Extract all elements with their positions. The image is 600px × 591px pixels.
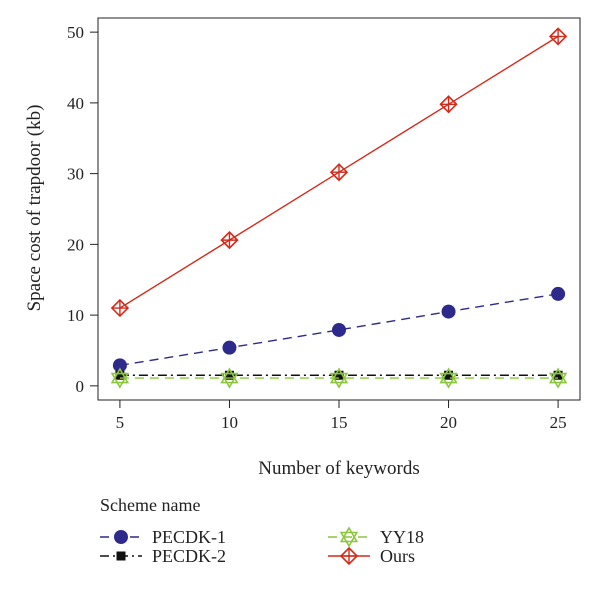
square-marker (444, 370, 454, 380)
y-tick-label: 20 (67, 235, 84, 254)
triangle-down-marker (548, 372, 568, 389)
data-point (116, 551, 126, 561)
y-axis: 0 10 20 30 40 50 (67, 23, 98, 396)
square-marker (334, 370, 344, 380)
circle-marker (112, 358, 127, 373)
legend-item-pecdk-2: PECDK-2 (100, 546, 226, 566)
x-axis: 5 10 15 20 25 (116, 400, 567, 432)
triangle-down-marker (339, 531, 359, 548)
square-marker (116, 551, 126, 561)
data-point (439, 95, 458, 114)
data-point (329, 367, 349, 389)
data-point (110, 367, 130, 389)
data-point (444, 370, 454, 380)
data-point (439, 367, 458, 389)
data-point (339, 526, 359, 548)
y-tick-label: 10 (67, 306, 84, 325)
circle-marker (222, 340, 237, 355)
triangle-up-marker (548, 367, 568, 384)
circle-marker (441, 304, 456, 319)
x-tick-label: 5 (116, 413, 125, 432)
x-tick-label: 15 (331, 413, 348, 432)
triangle-down-marker (110, 372, 130, 389)
triangle-down-marker (439, 372, 458, 389)
triangle-up-marker (220, 367, 239, 384)
legend-label: PECDK-1 (152, 527, 226, 547)
legend-label: PECDK-2 (152, 546, 226, 566)
y-tick-label: 50 (67, 23, 84, 42)
series-ours (110, 27, 568, 318)
triangle-up-marker (329, 367, 349, 384)
x-tick-label: 20 (440, 413, 457, 432)
triangle-up-marker (439, 367, 458, 384)
data-point (553, 370, 563, 380)
data-point (339, 546, 359, 566)
data-point (114, 530, 128, 544)
triangle-up-marker (110, 367, 130, 384)
y-tick-label: 0 (76, 377, 85, 396)
data-point (112, 358, 127, 373)
data-point (441, 304, 456, 319)
legend-label: Ours (380, 546, 415, 566)
triangle-down-marker (220, 372, 239, 389)
legend: PECDK-1 YY18 PECDK-2 Ours (100, 526, 424, 566)
triangle-up-marker (339, 526, 359, 543)
x-tick-label: 10 (221, 413, 238, 432)
circle-marker (551, 286, 566, 301)
x-tick-label: 25 (550, 413, 567, 432)
data-point (222, 340, 237, 355)
square-marker (553, 370, 563, 380)
data-point (334, 370, 344, 380)
data-point (329, 163, 349, 182)
circle-marker (114, 530, 128, 544)
series-pecdk-1 (112, 286, 566, 373)
legend-item-ours: Ours (328, 546, 415, 566)
square-marker (115, 370, 125, 380)
circle-marker (332, 322, 346, 337)
series-layer (110, 27, 568, 389)
series-pecdk-2 (115, 370, 563, 380)
legend-label: YY18 (380, 527, 424, 547)
data-point (548, 367, 568, 389)
data-point (551, 286, 566, 301)
legend-item-yy18: YY18 (328, 526, 424, 548)
plot-frame (97, 17, 581, 401)
data-point (220, 367, 239, 389)
legend-title: Scheme name (100, 495, 200, 515)
square-marker (224, 370, 234, 380)
data-point (115, 370, 125, 380)
y-tick-label: 40 (67, 94, 84, 113)
series-yy18 (110, 367, 568, 389)
y-axis-title: Space cost of trapdoor (kb) (24, 105, 45, 312)
data-point (224, 370, 234, 380)
legend-item-pecdk-1: PECDK-1 (100, 527, 226, 547)
data-point (220, 230, 239, 250)
data-point (110, 298, 130, 318)
x-axis-title: Number of keywords (258, 458, 419, 479)
y-tick-label: 30 (67, 165, 84, 184)
triangle-down-marker (329, 372, 349, 389)
data-point (548, 27, 568, 46)
data-point (332, 322, 346, 337)
